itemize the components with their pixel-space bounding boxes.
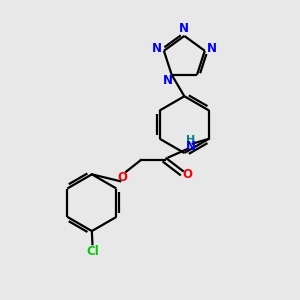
Text: H: H bbox=[186, 135, 195, 145]
Text: O: O bbox=[117, 171, 127, 184]
Text: N: N bbox=[163, 74, 172, 87]
Text: Cl: Cl bbox=[86, 245, 99, 258]
Text: N: N bbox=[207, 42, 217, 55]
Text: N: N bbox=[152, 42, 162, 55]
Text: N: N bbox=[179, 22, 189, 35]
Text: O: O bbox=[183, 168, 193, 181]
Text: N: N bbox=[185, 140, 195, 153]
